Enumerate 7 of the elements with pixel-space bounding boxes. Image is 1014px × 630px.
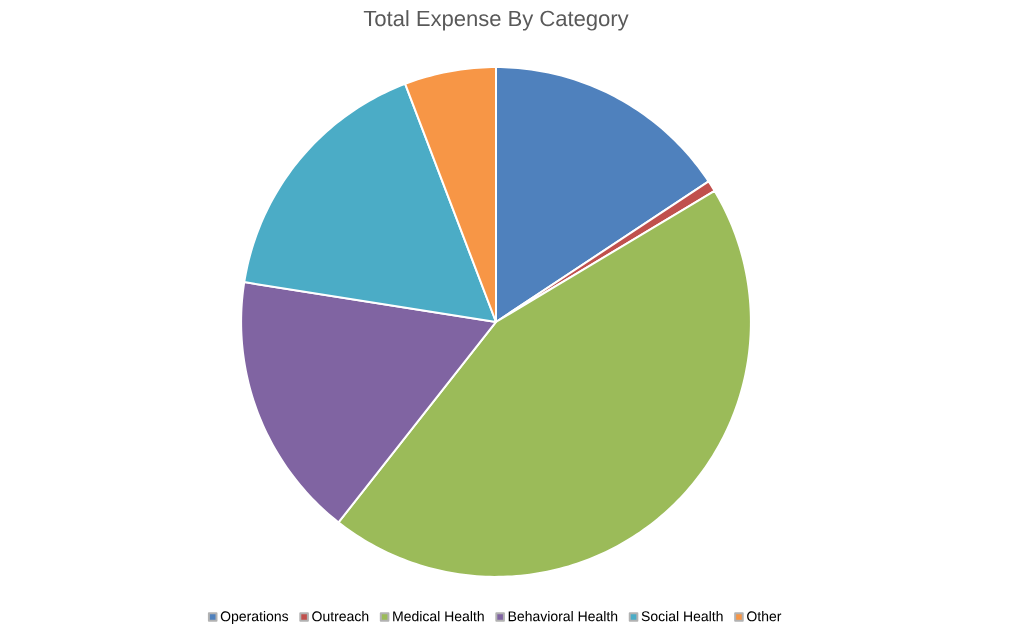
legend-label: Outreach [312, 610, 369, 622]
legend-label: Other [747, 610, 782, 622]
legend-label: Operations [220, 610, 289, 625]
legend-label: Behavioral Health [508, 610, 618, 622]
legend-label: Medical Health [393, 610, 484, 622]
chart-title: Total Expense By Category [363, 10, 629, 31]
legend-label: Social Health [641, 610, 723, 622]
